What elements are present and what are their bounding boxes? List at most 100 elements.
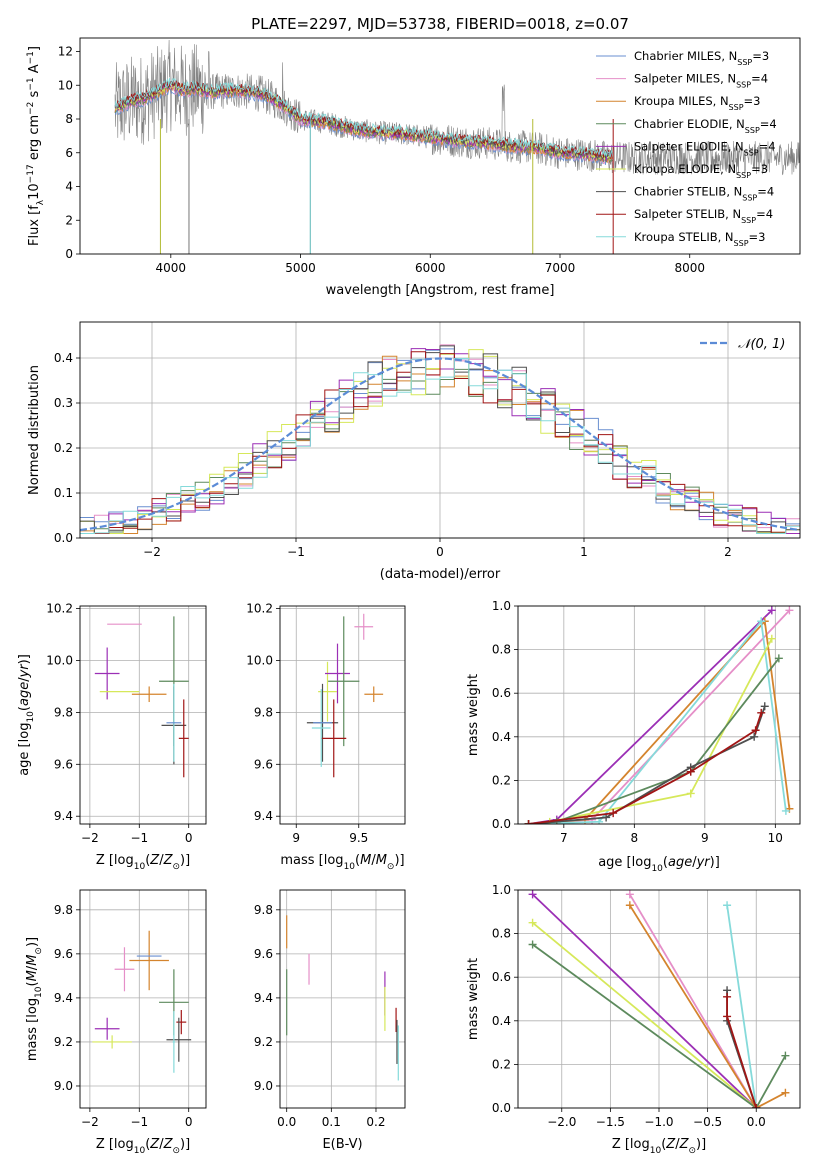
label-part: 10 bbox=[344, 862, 356, 872]
label-part: )] bbox=[394, 853, 404, 868]
x-tick-label: −0.5 bbox=[693, 1115, 722, 1129]
mass-vs-ebv-panel: 0.0 0.1 0.2 9.0 9.2 9.4 9.6 9.8 E(B-V) bbox=[254, 889, 406, 1152]
x-tick-label: 0.2 bbox=[366, 1115, 385, 1129]
y-tick-label: 0.6 bbox=[492, 970, 511, 984]
histogram-step bbox=[80, 345, 800, 534]
x-axis-label: Z [log10(Z/Z⊙)] bbox=[612, 1137, 706, 1156]
weight-vs-age-panel: 7 8 9 10 0.0 0.2 0.4 0.6 0.8 1.0 mass weight age [l… bbox=[466, 599, 801, 874]
legend-value: =3 bbox=[744, 94, 761, 108]
weight-marker bbox=[524, 820, 533, 824]
weight-marker bbox=[723, 1012, 732, 1021]
label-part: / bbox=[675, 1137, 680, 1152]
weight-marker bbox=[686, 789, 695, 798]
legend-sub: SSP bbox=[741, 216, 756, 225]
weight-line bbox=[531, 893, 757, 1108]
weight-line bbox=[528, 619, 787, 824]
label-part: )] bbox=[180, 853, 190, 868]
label-part: 10 bbox=[134, 1146, 146, 1156]
error-bar-point bbox=[114, 947, 135, 992]
y-axis-label: Normed distribution bbox=[27, 365, 42, 495]
y-tick-label: 0.4 bbox=[492, 1014, 511, 1028]
grid bbox=[280, 606, 405, 824]
y-tick-label: 9.6 bbox=[254, 757, 273, 771]
legend-name: Salpeter ELODIE, N bbox=[634, 139, 744, 153]
label-part: Z bbox=[149, 1137, 160, 1152]
spectrum-lines bbox=[114, 39, 800, 254]
label-part: ⊙ bbox=[172, 1146, 180, 1156]
label-part: )] bbox=[180, 1137, 190, 1152]
y-tick-label: 0.8 bbox=[492, 643, 511, 657]
y-tick-label: 6 bbox=[65, 146, 73, 160]
x-tick-label: 9 bbox=[701, 831, 709, 845]
y-tick-label: 9.6 bbox=[54, 757, 73, 771]
y-tick-label: 9.4 bbox=[254, 809, 273, 823]
y-tick-label: 9.8 bbox=[54, 903, 73, 917]
x-axis-label: Z [log10(Z/Z⊙)] bbox=[96, 853, 190, 872]
legend-label: Kroupa ELODIE, NSSP=3 bbox=[634, 162, 768, 180]
error-bar-point bbox=[311, 689, 331, 767]
label-part: 10 bbox=[34, 986, 44, 998]
y-tick-label: 9.6 bbox=[54, 947, 73, 961]
x-tick-label: 5000 bbox=[285, 261, 316, 275]
label-part: ⊙ bbox=[34, 947, 44, 955]
label-part: / bbox=[25, 965, 40, 970]
legend-value: =4 bbox=[756, 207, 773, 221]
legend-sub: SSP bbox=[736, 80, 751, 89]
grid bbox=[518, 889, 800, 1109]
model-spectrum-line bbox=[114, 82, 614, 163]
legend-value: =3 bbox=[749, 230, 766, 244]
y-tick-label: 10.0 bbox=[46, 654, 73, 668]
label-part: M bbox=[360, 853, 371, 868]
label-part: ( bbox=[17, 706, 32, 711]
plot-frame bbox=[517, 889, 801, 1109]
label-part: ⊙ bbox=[172, 862, 180, 872]
plot-frame bbox=[517, 605, 801, 825]
y-tick-label: 0.0 bbox=[492, 1101, 511, 1115]
y-tick-label: 9.8 bbox=[254, 705, 273, 719]
weight-marker bbox=[750, 732, 759, 741]
y-tick-label: 0.2 bbox=[492, 773, 511, 787]
weight-marker bbox=[625, 901, 634, 910]
weight-marker bbox=[785, 606, 794, 615]
y-axis-label: Flux [fλ10−17 erg cm−2 s−1 A−1] bbox=[26, 46, 46, 246]
legend-label: Chabrier MILES, NSSP=3 bbox=[634, 49, 769, 67]
weight-marker bbox=[686, 767, 695, 776]
normal-curve bbox=[80, 357, 800, 532]
legend-sub: SSP bbox=[729, 103, 744, 112]
error-bars bbox=[306, 613, 384, 778]
legend-label: Chabrier STELIB, NSSP=4 bbox=[634, 185, 774, 203]
x-axis-label: wavelength [Angstrom, rest frame] bbox=[326, 283, 555, 298]
y-tick-label: 0.3 bbox=[54, 396, 73, 410]
error-bar-point bbox=[325, 643, 350, 704]
x-tick-label: 7000 bbox=[545, 261, 576, 275]
label-part: Flux [f bbox=[27, 205, 42, 246]
error-bars bbox=[94, 616, 189, 778]
legend-name: Salpeter MILES, N bbox=[634, 72, 736, 86]
y-axis-label: mass weight bbox=[466, 958, 481, 1040]
y-tick-label: 0.2 bbox=[54, 441, 73, 455]
legend-label: Kroupa MILES, NSSP=3 bbox=[634, 94, 760, 112]
y-tick-label: 9.4 bbox=[254, 991, 273, 1005]
y-tick-label: 0.0 bbox=[492, 817, 511, 831]
label-part: age bbox=[668, 855, 692, 870]
spectrum-panel: 4000 5000 6000 7000 8000 0 2 4 6 8 10 12 wavelength … bbox=[26, 37, 801, 298]
legend-name: Kroupa ELODIE, N bbox=[634, 162, 736, 176]
error-bar-point bbox=[364, 686, 384, 703]
label-part: / bbox=[159, 1137, 164, 1152]
weight-marker bbox=[723, 992, 732, 1001]
label-part: mass weight bbox=[466, 674, 481, 756]
grid bbox=[80, 890, 206, 1108]
y-axis-label: age [log10(age/yr)] bbox=[17, 654, 36, 776]
label-part: age [log bbox=[598, 855, 651, 870]
label-part: Normed distribution bbox=[27, 365, 42, 495]
x-axis-label: mass [log10(M/M⊙)] bbox=[280, 853, 404, 872]
y-tick-label: 9.0 bbox=[254, 1079, 273, 1093]
label-part: 10 bbox=[27, 183, 42, 200]
x-tick-label: 8000 bbox=[674, 261, 705, 275]
label-part: M bbox=[376, 853, 387, 868]
weight-marker bbox=[757, 708, 766, 717]
y-tick-label: 9.2 bbox=[254, 1035, 273, 1049]
label-part: ( bbox=[145, 1137, 150, 1152]
